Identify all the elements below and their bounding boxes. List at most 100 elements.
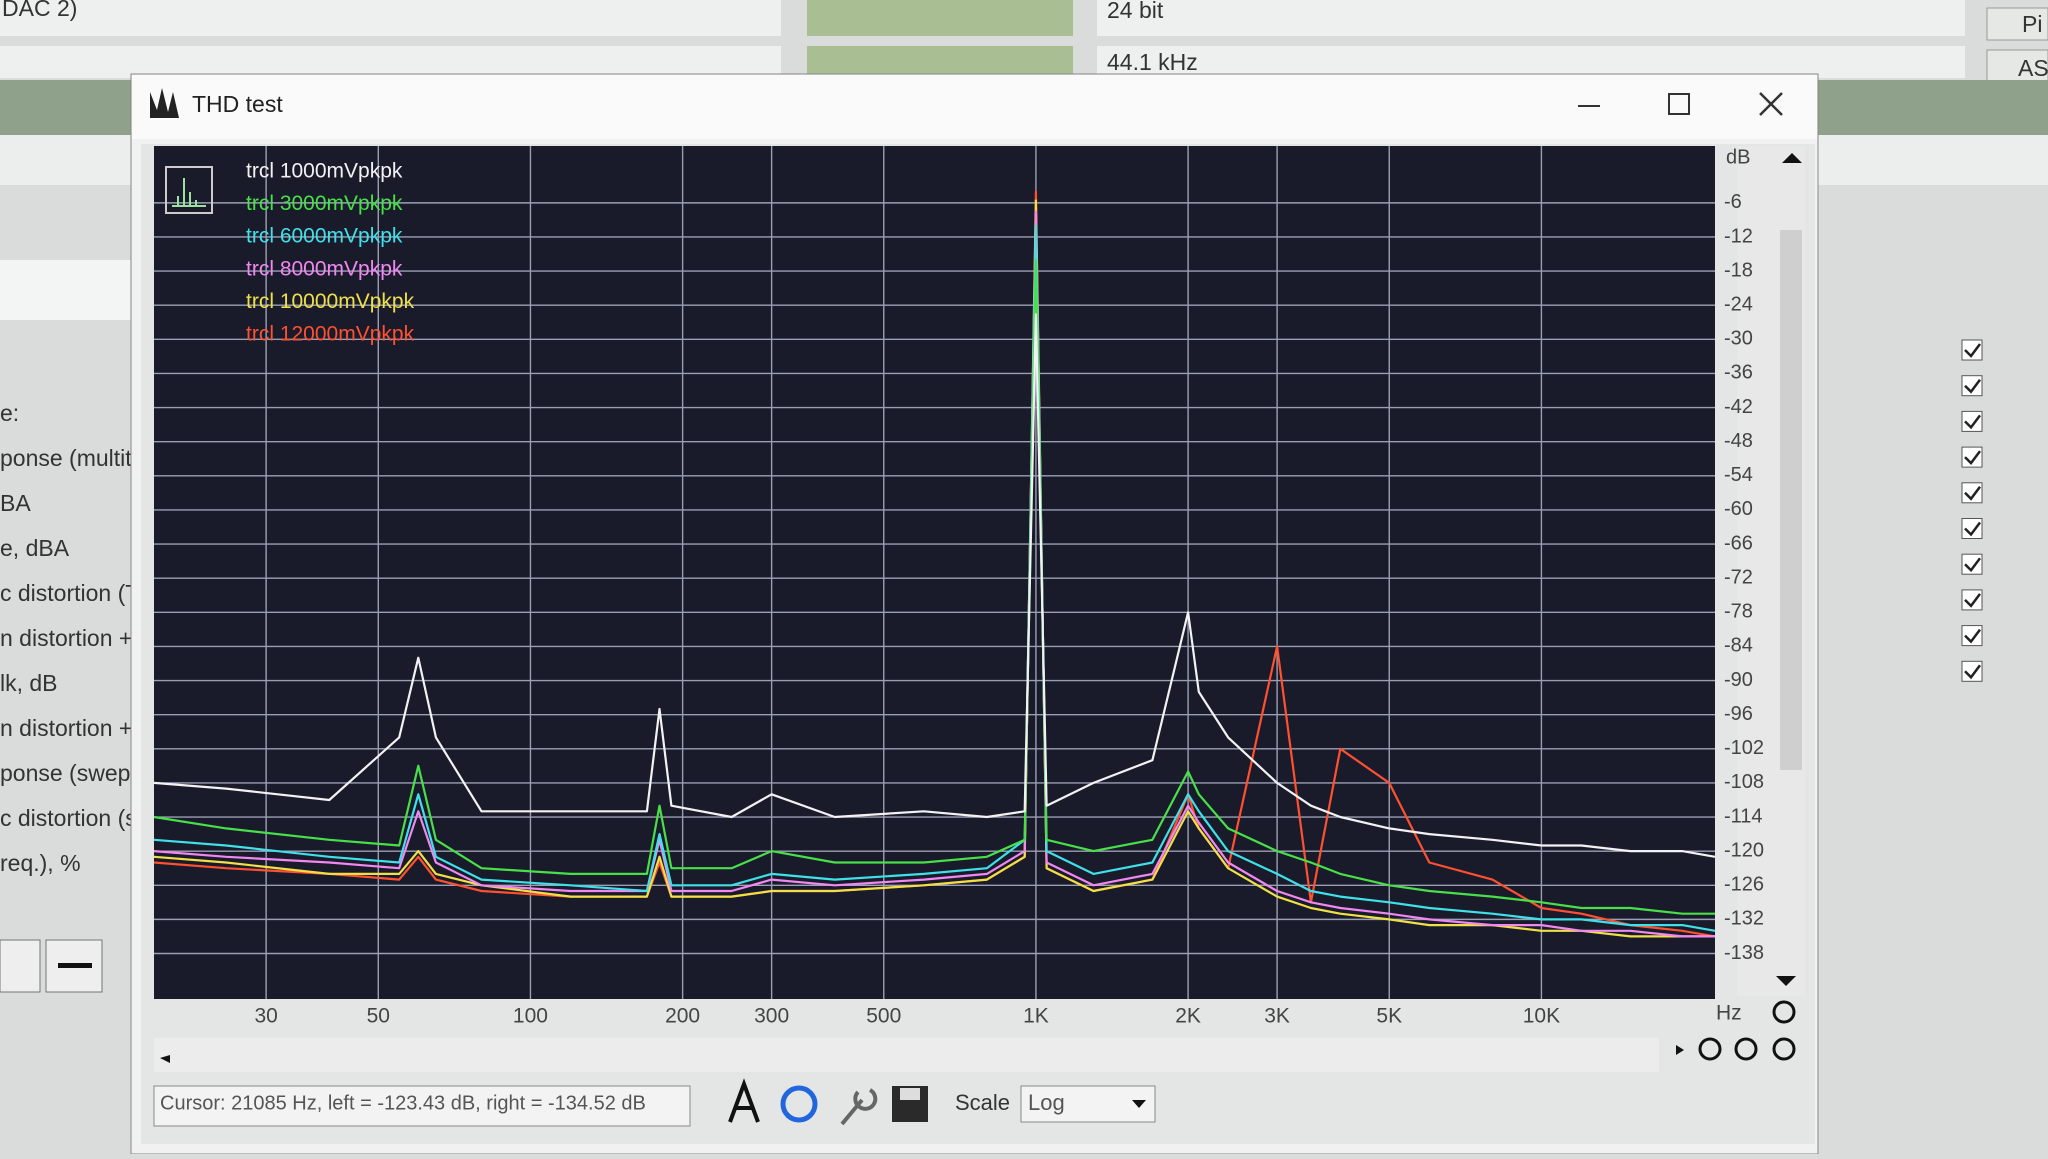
y-tick-label: -60 [1724, 498, 1753, 520]
close[interactable] [1759, 92, 1783, 116]
y-tick-label: -18 [1724, 259, 1753, 281]
y-tick-label: -66 [1724, 532, 1753, 554]
x-tick-label: 200 [665, 1005, 700, 1028]
checkbox[interactable] [1961, 375, 1983, 397]
cursor-box [153, 1085, 691, 1127]
y-tick-label: -114 [1724, 805, 1763, 827]
scroll-left[interactable] [160, 1055, 170, 1063]
checkbox[interactable] [1961, 518, 1983, 539]
y-tick-label: -90 [1724, 669, 1753, 691]
refresh-button[interactable] [780, 1085, 818, 1123]
app-icon [150, 88, 179, 118]
spectrum-line [153, 224, 1716, 932]
legend-entry: trcl 10000mVpkpk [246, 290, 415, 313]
save-glyph [900, 1088, 920, 1100]
checkbox[interactable] [1961, 553, 1983, 575]
test-name: req.), % [0, 850, 81, 876]
checkbox[interactable] [1961, 410, 1983, 432]
test-name: lk, dB [0, 670, 58, 696]
checkbox[interactable] [1961, 660, 1983, 682]
h-scrollbar[interactable] [154, 1038, 1659, 1072]
legend-entry: trcl 12000mVpkpk [246, 323, 415, 346]
checkbox[interactable] [1961, 625, 1983, 647]
dropdown[interactable] [0, 46, 781, 78]
x-tick-label: 500 [866, 1005, 901, 1028]
zoom-reset[interactable] [1772, 1037, 1796, 1061]
scale-dropdown[interactable] [1020, 1085, 1156, 1123]
scale-label: Scale [955, 1090, 1010, 1115]
scroll-up[interactable] [1782, 153, 1802, 163]
x-tick-label: 10K [1523, 1005, 1560, 1028]
sample-rate: 44.1 kHz [1107, 49, 1198, 75]
x-tick-label: 1K [1023, 1005, 1049, 1028]
dropdown[interactable] [807, 0, 1073, 36]
x-tick-label: 30 [254, 1005, 277, 1028]
test-name: e: [0, 400, 19, 426]
y-tick-label: -24 [1724, 294, 1753, 316]
y-tick-label: -42 [1724, 396, 1753, 418]
font-button[interactable] [728, 1078, 760, 1123]
test-name: n distortion + n [0, 625, 152, 651]
y-axis-label: dB [1726, 146, 1750, 168]
y-tick-label: -48 [1724, 430, 1753, 452]
spectrum-line [153, 199, 1715, 938]
spectrum-line [153, 210, 1715, 938]
check-mark [1964, 343, 1981, 358]
button[interactable] [1986, 7, 2048, 41]
y-tick-label: -120 [1724, 839, 1764, 861]
check-mark [1964, 450, 1981, 466]
test-name: n distortion + n [0, 715, 152, 741]
bit-depth: 24 bit [1107, 0, 1164, 23]
check-mark [1964, 378, 1981, 394]
y-tick-label: -96 [1724, 703, 1753, 725]
zoom-out[interactable] [1734, 1037, 1758, 1061]
x-tick-label: 100 [513, 1005, 548, 1028]
test-name: e, dBA [0, 535, 70, 561]
checkbox[interactable] [1961, 339, 1983, 361]
window-title: THD test [192, 91, 283, 117]
maximize[interactable] [1668, 93, 1690, 115]
button[interactable] [0, 939, 41, 993]
zoom-in[interactable] [1698, 1037, 1722, 1061]
x-axis-label: Hz [1716, 1002, 1742, 1025]
check-mark [1964, 414, 1981, 430]
dropdown[interactable] [807, 46, 1073, 78]
check-mark [1964, 593, 1981, 608]
scroll-thumb[interactable] [1780, 230, 1802, 770]
test-name: ponse (swept s [0, 760, 155, 786]
y-tick-label: -138 [1724, 942, 1764, 964]
check-mark [1964, 486, 1981, 501]
legend-entry: trcl 3000mVpkpk [246, 192, 403, 215]
legend-icon[interactable] [165, 166, 213, 214]
y-tick-label: -6 [1724, 191, 1742, 213]
checkbox[interactable] [1961, 589, 1983, 611]
y-tick-label: -102 [1724, 737, 1764, 759]
scale-value: Log [1028, 1090, 1065, 1115]
checkbox[interactable] [1961, 482, 1983, 504]
y-tick-label: -12 [1724, 225, 1753, 247]
panel [0, 260, 150, 320]
test-name: c distortion (TH [0, 580, 156, 606]
checkbox[interactable] [1961, 446, 1983, 468]
output-dropdown[interactable] [0, 0, 781, 36]
y-tick-label: -36 [1724, 362, 1753, 384]
y-tick-label: -132 [1724, 908, 1764, 930]
zoom-icon[interactable] [1772, 1000, 1796, 1024]
sample-rate-dropdown[interactable] [1097, 46, 1965, 78]
spectrum-line [153, 190, 1716, 938]
spectrum-line [153, 258, 1715, 915]
bit-depth-dropdown[interactable] [1097, 0, 1965, 36]
test-name: ponse (multitor [0, 445, 152, 471]
settings-button[interactable] [840, 1088, 878, 1126]
title-bar [132, 75, 1817, 139]
scroll-down[interactable] [1776, 976, 1796, 986]
check-mark [1964, 557, 1981, 573]
scroll-right[interactable] [1676, 1045, 1684, 1055]
legend-entry: trcl 1000mVpkpk [246, 160, 403, 183]
y-tick-label: -72 [1724, 566, 1753, 588]
button-label: AS [2018, 55, 2048, 81]
y-tick-label: -54 [1724, 464, 1753, 486]
dropdown-arrow [1132, 1100, 1146, 1108]
x-tick-label: 5K [1376, 1005, 1402, 1028]
